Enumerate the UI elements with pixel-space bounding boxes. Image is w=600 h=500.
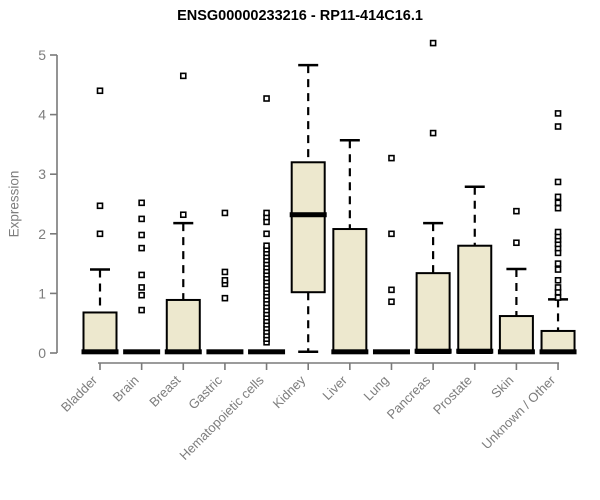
outlier-point xyxy=(554,199,562,207)
x-tick-label: Kidney xyxy=(270,372,309,411)
outlier-point xyxy=(429,129,437,137)
y-tick-label: 3 xyxy=(38,166,46,182)
outlier-point xyxy=(138,284,145,291)
outlier-point xyxy=(388,298,395,306)
median-line xyxy=(289,212,327,218)
outlier-point xyxy=(263,242,270,250)
outlier-point xyxy=(96,87,104,95)
outlier-point xyxy=(429,39,437,47)
outlier-point xyxy=(554,294,562,301)
median-line xyxy=(123,349,161,355)
outlier-point xyxy=(554,193,562,201)
median-line xyxy=(248,349,286,355)
outlier-point xyxy=(179,72,187,80)
median-line xyxy=(331,349,369,355)
box-iqr xyxy=(82,311,118,354)
outlier-point xyxy=(554,260,562,267)
box-iqr xyxy=(415,272,451,354)
outlier-point xyxy=(138,271,145,279)
outlier-point xyxy=(96,202,104,210)
outlier-point xyxy=(554,266,562,273)
x-tick-label: Brain xyxy=(110,373,142,405)
median-line xyxy=(456,348,494,354)
y-tick-label: 5 xyxy=(38,47,46,63)
outlier-point xyxy=(554,178,562,186)
outlier-point xyxy=(513,207,520,215)
x-tick-label: Unknown / Other xyxy=(479,372,559,452)
box-iqr xyxy=(165,298,201,354)
outlier-point xyxy=(554,204,562,212)
outlier-point xyxy=(96,230,104,238)
outlier-point xyxy=(138,231,145,239)
outlier-point xyxy=(554,110,562,117)
outlier-point xyxy=(221,268,229,276)
x-tick-label: Breast xyxy=(146,372,183,409)
outlier-point xyxy=(554,276,562,284)
x-tick-label: Lung xyxy=(361,373,392,404)
box-iqr xyxy=(332,228,368,354)
box-iqr xyxy=(498,315,534,355)
outlier-point xyxy=(554,284,562,291)
outlier-point xyxy=(263,95,270,102)
outlier-point xyxy=(179,211,187,219)
y-tick-label: 2 xyxy=(38,226,46,242)
y-tick-label: 1 xyxy=(38,285,46,301)
x-tick-label: Bladder xyxy=(58,372,101,415)
y-tick-label: 4 xyxy=(38,107,46,123)
outlier-point xyxy=(138,244,145,252)
outlier-point xyxy=(138,199,145,207)
median-line xyxy=(372,349,410,355)
outlier-point xyxy=(221,209,229,217)
y-tick-label: 0 xyxy=(38,345,46,361)
median-line xyxy=(539,349,577,355)
median-line xyxy=(497,349,535,355)
x-tick-label: Skin xyxy=(488,373,516,401)
median-line xyxy=(414,348,452,354)
outlier-point xyxy=(263,209,270,217)
outlier-point xyxy=(138,215,145,223)
outlier-point xyxy=(221,276,229,284)
outlier-point xyxy=(513,239,520,247)
outlier-point xyxy=(388,154,395,162)
outlier-point xyxy=(554,228,562,236)
box-iqr xyxy=(290,161,326,294)
x-tick-label: Liver xyxy=(319,372,350,403)
x-tick-label: Pancreas xyxy=(384,372,434,422)
outlier-point xyxy=(138,291,145,299)
outlier-point xyxy=(138,306,145,314)
outlier-point xyxy=(388,286,395,294)
outlier-point xyxy=(221,294,229,302)
outlier-point xyxy=(388,230,395,238)
outlier-point xyxy=(263,230,270,238)
x-tick-label: Prostate xyxy=(430,373,475,418)
median-line xyxy=(206,349,244,355)
median-line xyxy=(81,349,119,355)
outlier-point xyxy=(554,123,562,130)
x-tick-label: Gastric xyxy=(185,372,225,412)
median-line xyxy=(164,349,202,355)
box-iqr xyxy=(457,244,493,354)
chart-title: ENSG00000233216 - RP11-414C16.1 xyxy=(177,8,423,24)
